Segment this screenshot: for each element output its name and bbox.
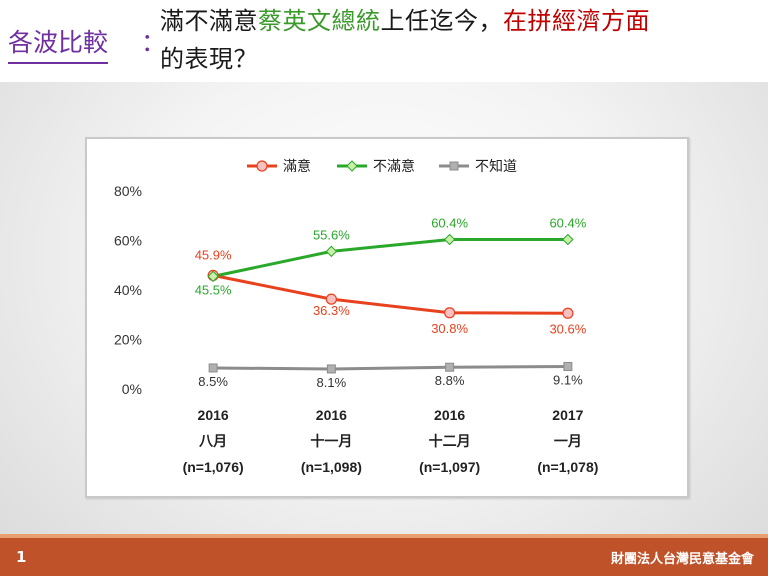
series-line — [212, 273, 568, 315]
section-label: 各波比較 — [8, 26, 109, 64]
section-colon: ： — [141, 28, 167, 57]
chart-container: 0% 20% 40% 60% 80% 2016 八月 (n=1,076) 2016 十一月 (n=1… — [85, 137, 689, 498]
x-category-label: 十二月 — [429, 433, 471, 449]
footer-accent-line — [0, 534, 768, 538]
data-label: 8.1% — [317, 375, 347, 390]
data-point — [207, 270, 219, 283]
y-tick-label: 20% — [114, 332, 142, 348]
data-point — [325, 245, 338, 258]
series-line — [212, 238, 568, 278]
x-category-label: 八月 — [198, 433, 227, 449]
page-number: 1 — [16, 548, 27, 566]
data-point — [325, 293, 337, 305]
y-tick-label: 60% — [114, 233, 142, 249]
x-category-label: 2017 — [552, 407, 583, 423]
footer-bar: 1 財團法人台灣民意基金會 — [0, 538, 768, 576]
legend-marker — [346, 160, 358, 172]
legend-label: 不滿意 — [373, 158, 415, 174]
y-tick-label: 40% — [114, 282, 142, 298]
data-point — [443, 233, 456, 246]
data-label: 30.6% — [549, 321, 586, 336]
data-label: 30.8% — [431, 321, 468, 336]
x-category-label: 一月 — [554, 433, 582, 449]
data-point — [562, 233, 574, 246]
title-part-3: 上任迄今， — [380, 7, 503, 35]
x-category-label: (n=1,098) — [301, 459, 362, 475]
title-economy: 在拼經濟方面 — [503, 7, 650, 35]
data-label: 8.8% — [435, 373, 465, 388]
legend-label: 滿意 — [283, 158, 311, 174]
data-label: 8.5% — [198, 374, 228, 389]
data-point — [326, 364, 336, 374]
x-category-label: 2016 — [316, 407, 347, 423]
data-point — [562, 307, 574, 319]
x-category-label: (n=1,076) — [183, 459, 244, 475]
data-point — [444, 307, 456, 319]
y-tick-label: 0% — [122, 381, 142, 397]
data-label: 55.6% — [313, 227, 350, 242]
legend-marker — [449, 161, 459, 171]
data-point — [563, 361, 573, 371]
x-category-label: (n=1,097) — [419, 459, 480, 475]
title-part-1: 滿不滿意 — [160, 7, 258, 35]
organization-name: 財團法人台灣民意基金會 — [610, 552, 754, 567]
data-point — [208, 363, 218, 373]
data-label: 45.5% — [195, 282, 232, 297]
data-label: 60.4% — [431, 216, 468, 231]
data-label: 60.4% — [549, 216, 586, 231]
slide-title: 滿不滿意蔡英文總統上任迄今，在拼經濟方面的表現？ — [160, 2, 760, 78]
title-part-5: 的表現？ — [160, 45, 258, 73]
legend-marker — [256, 160, 268, 172]
line-chart: 0% 20% 40% 60% 80% 2016 八月 (n=1,076) 2016 十一月 (n=1… — [114, 158, 598, 475]
x-category-label: 2016 — [434, 407, 465, 423]
legend-label: 不知道 — [475, 158, 517, 174]
y-tick-label: 80% — [114, 183, 142, 199]
x-category-label: 2016 — [198, 407, 229, 423]
title-president: 蔡英文總統 — [258, 7, 381, 35]
data-point — [445, 362, 455, 372]
slide-header: 各波比較 ： 滿不滿意蔡英文總統上任迄今，在拼經濟方面的表現？ — [0, 0, 768, 82]
data-label: 9.1% — [553, 372, 583, 387]
x-category-label: (n=1,078) — [537, 459, 598, 475]
x-category-label: 十一月 — [310, 433, 352, 449]
data-label: 36.3% — [313, 303, 350, 318]
series-line — [213, 364, 568, 371]
data-label: 45.9% — [195, 247, 232, 262]
